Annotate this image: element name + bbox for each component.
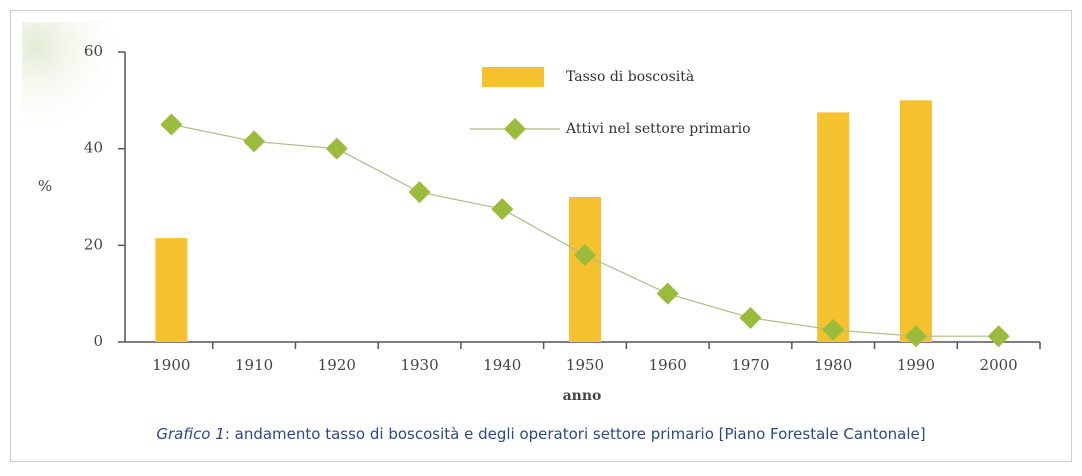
marker (739, 306, 762, 329)
x-tick-label: 1920 (318, 356, 356, 374)
y-axis-label: % (38, 177, 52, 195)
caption-text: : andamento tasso di boscosità e degli o… (225, 425, 926, 443)
bar (569, 197, 601, 342)
x-tick-label: 2000 (980, 356, 1018, 374)
legend-label: Attivi nel settore primario (565, 121, 751, 137)
marker (408, 181, 431, 204)
x-tick-label: 1990 (897, 356, 935, 374)
x-tick-label: 1980 (814, 356, 852, 374)
legend-marker (504, 118, 526, 140)
marker (325, 137, 348, 160)
x-tick-label: 1930 (400, 356, 438, 374)
background-wash (22, 22, 172, 182)
marker (987, 325, 1010, 348)
x-tick-label: 1940 (483, 356, 521, 374)
legend-label: Tasso di boscosità (566, 68, 694, 85)
x-tick-label: 1910 (235, 356, 273, 374)
x-tick-label: 1950 (566, 356, 604, 374)
y-tick-label: 0 (93, 332, 103, 350)
bar (155, 238, 188, 342)
x-tick-label: 1970 (731, 356, 769, 374)
x-tick-label: 1900 (152, 356, 190, 374)
caption: Grafico 1: andamento tasso di boscosità … (156, 425, 925, 443)
legend-swatch (482, 67, 544, 87)
bar (817, 112, 850, 343)
marker (160, 113, 183, 136)
x-tick-label: 1960 (649, 356, 687, 374)
marker (822, 318, 845, 341)
marker (491, 198, 514, 221)
bar (899, 100, 932, 342)
marker (243, 130, 266, 153)
y-tick-label: 60 (84, 42, 103, 60)
marker (574, 244, 596, 266)
y-tick-label: 20 (84, 235, 103, 253)
x-axis-label: anno (563, 388, 602, 404)
marker (656, 282, 679, 305)
y-tick-label: 40 (84, 139, 103, 157)
marker (904, 325, 927, 348)
caption-label: Grafico 1 (156, 425, 224, 443)
